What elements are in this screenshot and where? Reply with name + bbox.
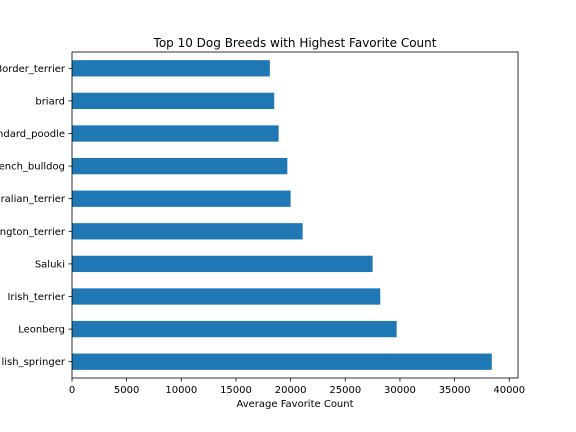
x-tick-label: 40000	[493, 385, 525, 396]
y-tick-label: ndard_poodle	[0, 129, 65, 140]
x-tick-label: 0	[69, 385, 75, 396]
x-tick-label: 5000	[114, 385, 139, 396]
x-tick-label: 25000	[329, 385, 361, 396]
y-tick-label: ngton_terrier	[0, 227, 66, 238]
y-tick-label: Border_terrier	[0, 64, 66, 75]
y-tick-label: briard	[35, 96, 65, 107]
x-axis-ticks: 0 5000 10000 15000 20000 25000 30000 35000 40000	[69, 378, 525, 396]
y-axis-ticks: lish_springer Leonberg Irish_terrier Saluki…	[0, 64, 72, 368]
x-tick-label: 35000	[439, 385, 471, 396]
x-axis-label: Average Favorite Count	[236, 399, 353, 410]
bar-irish-terrier	[72, 288, 381, 305]
chart-title: Top 10 Dog Breeds with Highest Favorite …	[153, 36, 437, 50]
y-tick-label: lish_springer	[1, 357, 65, 368]
bar-standard-poodle	[72, 125, 279, 142]
bar-border-terrier	[72, 60, 270, 77]
bar-french-bulldog	[72, 157, 288, 175]
bar-leonberg	[72, 320, 397, 338]
bar-briard	[72, 92, 275, 110]
bar-australian-terrier	[72, 190, 291, 207]
plot-frame	[71, 51, 519, 379]
bars-group	[72, 60, 492, 370]
y-tick-label: Saluki	[35, 259, 65, 270]
y-tick-label: ench_bulldog	[0, 162, 65, 173]
bar-saluki	[72, 255, 373, 273]
x-tick-label: 10000	[165, 385, 197, 396]
bar-english-springer	[72, 353, 492, 370]
x-tick-label: 20000	[275, 385, 307, 396]
y-tick-label: ralian_terrier	[1, 194, 66, 205]
x-tick-label: 15000	[220, 385, 252, 396]
bar-bedlington-terrier	[72, 223, 303, 240]
y-tick-label: Irish_terrier	[7, 292, 65, 303]
x-tick-label: 30000	[384, 385, 416, 396]
y-tick-label: Leonberg	[18, 325, 65, 336]
